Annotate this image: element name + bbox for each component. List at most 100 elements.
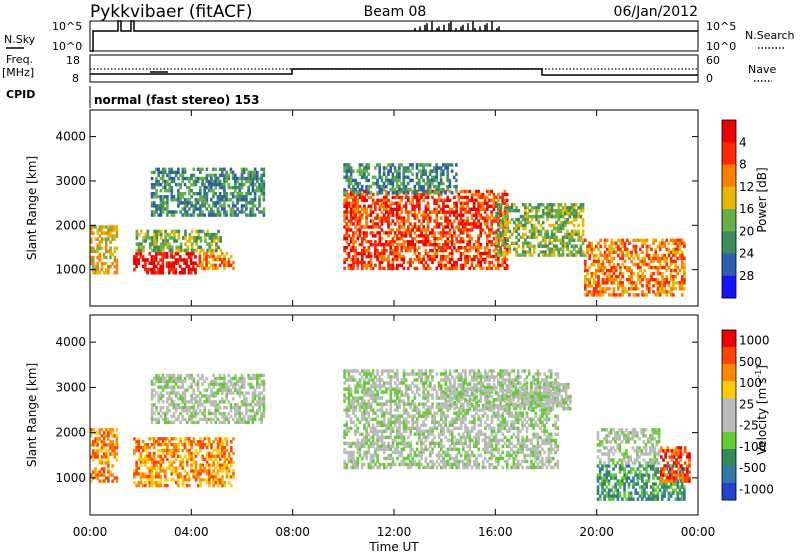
- echo-cell: [188, 475, 191, 478]
- echo-cell: [348, 234, 351, 237]
- echo-cell: [652, 284, 655, 287]
- echo-cell: [425, 211, 428, 214]
- echo-cell: [184, 394, 187, 397]
- echo-cell: [431, 182, 434, 186]
- echo-cell: [197, 394, 200, 397]
- echo-cell: [205, 252, 208, 255]
- echo-cell: [500, 203, 503, 206]
- echo-cell: [387, 216, 390, 219]
- echo-cell: [379, 387, 382, 390]
- echo-cell: [564, 221, 567, 224]
- echo-cell: [153, 261, 156, 265]
- echo-cell: [385, 403, 388, 406]
- colorbar-tick-label: 24: [739, 247, 754, 261]
- echo-cell: [352, 412, 355, 415]
- echo-cell: [409, 234, 412, 237]
- echo-cell: [535, 209, 538, 212]
- echo-cell: [639, 281, 642, 284]
- echo-cell: [368, 412, 371, 415]
- echo-cell: [641, 272, 644, 275]
- echo-cell: [602, 293, 605, 296]
- echo-cell: [348, 225, 351, 228]
- echo-cell: [199, 189, 202, 192]
- echo-cell: [173, 236, 176, 240]
- echo-cell: [241, 180, 244, 183]
- echo-cell: [221, 171, 224, 174]
- echo-cell: [217, 484, 220, 487]
- echo-cell: [591, 284, 594, 287]
- echo-cell: [219, 210, 222, 213]
- echo-cell: [197, 412, 200, 415]
- echo-cell: [455, 261, 458, 264]
- echo-cell: [471, 216, 474, 219]
- echo-cell: [230, 255, 233, 258]
- echo-cell: [182, 180, 185, 183]
- echo-cell: [206, 198, 209, 201]
- echo-cell: [455, 211, 458, 214]
- echo-cell: [254, 204, 257, 207]
- echo-cell: [162, 406, 165, 409]
- echo-cell: [254, 418, 257, 421]
- echo-cell: [390, 412, 393, 415]
- echo-cell: [230, 380, 233, 383]
- echo-cell: [394, 231, 397, 234]
- echo-cell: [392, 369, 395, 372]
- echo-cell: [206, 230, 209, 234]
- echo-cell: [449, 246, 452, 249]
- echo-cell: [361, 188, 364, 192]
- echo-cell: [502, 253, 505, 256]
- echo-cell: [359, 421, 362, 424]
- echo-cell: [173, 180, 176, 183]
- cpid-mode-text: normal (fast stereo) 153: [94, 93, 260, 107]
- echo-cell: [447, 255, 450, 258]
- echo-cell: [584, 263, 587, 266]
- echo-cell: [348, 415, 351, 418]
- echo-cell: [674, 263, 677, 266]
- echo-cell: [630, 275, 633, 278]
- echo-cell: [683, 266, 686, 269]
- echo-cell: [162, 246, 165, 250]
- echo-cell: [195, 478, 198, 481]
- echo-cell: [509, 250, 512, 253]
- echo-cell: [171, 192, 174, 195]
- echo-cell: [493, 264, 496, 267]
- echo-cell: [630, 254, 633, 257]
- nsearch-tick-top: 10^5: [706, 20, 736, 33]
- echo-cell: [199, 171, 202, 174]
- echo-cell: [390, 448, 393, 451]
- echo-cell: [524, 233, 527, 236]
- echo-cell: [188, 180, 191, 183]
- echo-cell: [223, 446, 226, 449]
- echo-cell: [378, 169, 381, 173]
- echo-cell: [372, 460, 375, 463]
- echo-cell: [203, 406, 206, 409]
- echo-cell: [359, 182, 362, 186]
- echo-cell: [160, 397, 163, 400]
- echo-cell: [228, 261, 231, 264]
- echo-cell: [681, 254, 684, 257]
- echo-cell: [469, 249, 472, 252]
- echo-cell: [352, 267, 355, 270]
- echo-cell: [515, 206, 518, 209]
- echo-cell: [427, 237, 430, 240]
- echo-cell: [201, 464, 204, 467]
- echo-cell: [524, 203, 527, 206]
- echo-cell: [368, 249, 371, 252]
- echo-cell: [577, 230, 580, 233]
- echo-cell: [442, 208, 445, 211]
- echo-cell: [357, 400, 360, 403]
- echo-cell: [210, 472, 213, 475]
- echo-cell: [597, 260, 600, 263]
- echo-cell: [630, 251, 633, 254]
- echo-cell: [381, 406, 384, 409]
- echo-cell: [228, 455, 231, 458]
- echo-cell: [416, 267, 419, 270]
- echo-cell: [190, 201, 193, 204]
- echo-cell: [582, 230, 585, 233]
- echo-cell: [201, 374, 204, 377]
- echo-cell: [343, 375, 346, 378]
- echo-cell: [350, 166, 353, 170]
- echo-cell: [103, 437, 106, 440]
- echo-cell: [254, 192, 257, 195]
- echo-cell: [212, 252, 215, 255]
